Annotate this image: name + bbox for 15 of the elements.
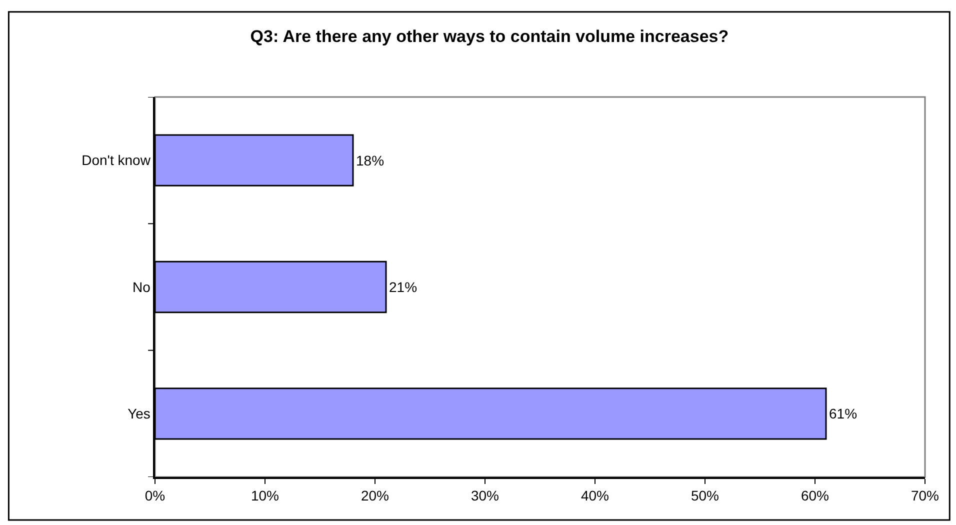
x-tick-label: 20% [360, 488, 390, 504]
x-tick-label: 10% [250, 488, 280, 504]
y-tick-label: Don't know [82, 152, 152, 168]
x-tick-label: 70% [910, 488, 940, 504]
data-label: 61% [829, 406, 858, 422]
x-tick-label: 0% [144, 488, 166, 504]
x-tick-label: 50% [690, 488, 720, 504]
data-label: 18% [356, 152, 384, 168]
y-tick-label: No [132, 278, 151, 295]
data-label: 21% [389, 279, 418, 295]
chart-title: Q3: Are there any other ways to contain volume increases? [250, 26, 729, 46]
x-tick-label: 30% [470, 488, 500, 504]
y-tick-label: Yes [128, 406, 150, 422]
x-tick-label: 60% [800, 488, 830, 504]
x-tick-label: 40% [580, 488, 610, 504]
